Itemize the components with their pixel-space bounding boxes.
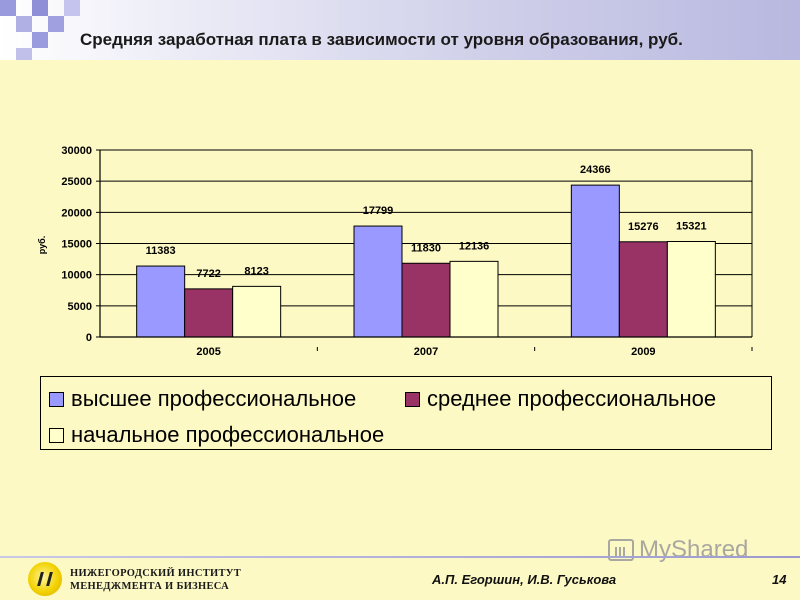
data-label: 15321 [676, 220, 707, 232]
y-tick-label: 0 [86, 332, 92, 344]
legend-swatch [49, 391, 64, 407]
bar [232, 285, 282, 338]
data-label: 24366 [580, 164, 611, 176]
bar [401, 262, 451, 338]
data-labels: 11383 7722 8123 17799 11830 12136 24366 15276 15… [146, 164, 707, 280]
data-label: 12136 [459, 240, 490, 252]
institute-logo [28, 562, 62, 596]
bar [449, 260, 499, 338]
bar [618, 241, 668, 338]
bar [136, 265, 186, 338]
institute-name: НИЖЕГОРОДСКИЙ ИНСТИТУТ МЕНЕДЖМЕНТА И БИЗ… [70, 567, 241, 593]
institute-line1: НИЖЕГОРОДСКИЙ ИНСТИТУТ [70, 568, 242, 579]
logo-mark-icon [37, 572, 53, 586]
x-tick-label: 2007 [414, 346, 438, 358]
legend-swatch [405, 391, 420, 407]
data-label: 11830 [411, 242, 441, 254]
footer-divider [0, 556, 800, 558]
data-label: 8123 [244, 265, 268, 277]
data-label: 11383 [146, 245, 176, 257]
decor-square [32, 0, 48, 16]
data-label: 7722 [196, 268, 220, 280]
bar [666, 240, 716, 338]
legend-swatch [49, 427, 64, 443]
y-tick-label: 10000 [61, 270, 92, 282]
legend-label: среднее профессиональное [427, 386, 717, 411]
decor-square [16, 16, 32, 32]
watermark-text: MyShared [639, 536, 749, 563]
decor-square [48, 16, 64, 32]
y-tick-label: 5000 [68, 301, 92, 313]
page-title: Средняя заработная плата в зависимости о… [80, 30, 683, 49]
y-tick-label: 20000 [61, 207, 92, 219]
page-number: 14 [772, 572, 787, 587]
header-band [0, 0, 800, 60]
y-tick-label: 15000 [61, 239, 92, 251]
data-label: 15276 [628, 221, 659, 233]
y-tick-label: 25000 [61, 176, 92, 188]
bar [184, 288, 234, 338]
legend-item-secondary: среднее профессиональное [405, 386, 716, 412]
axes: 0 5000 10000 15000 20000 25000 30000 2005 2007 20… [61, 145, 753, 358]
legend-label: начальное профессиональное [71, 422, 385, 447]
authors: А.П. Егоршин, И.В. Гуськова [432, 572, 617, 587]
legend-label: высшее профессиональное [71, 386, 357, 411]
chart-legend: высшее профессиональное среднее професси… [40, 376, 772, 450]
x-tick-label: 2005 [196, 346, 220, 358]
watermark: MyShared [608, 536, 748, 564]
y-tick-label: 30000 [61, 145, 92, 157]
x-tick-label: 2009 [631, 346, 655, 358]
legend-item-primary: начальное профессиональное [49, 422, 384, 448]
y-axis-label: руб. [37, 236, 47, 254]
decor-square [32, 32, 48, 48]
decor-square [0, 0, 16, 16]
presentation-icon [608, 539, 634, 561]
decor-square [64, 0, 80, 16]
bar [353, 225, 403, 338]
bar [570, 184, 620, 338]
decor-square [16, 48, 32, 60]
data-label: 17799 [363, 205, 394, 217]
institute-line2: МЕНЕДЖМЕНТА И БИЗНЕСА [70, 581, 230, 592]
legend-item-higher: высшее профессиональное [49, 386, 356, 412]
bars [136, 184, 716, 338]
